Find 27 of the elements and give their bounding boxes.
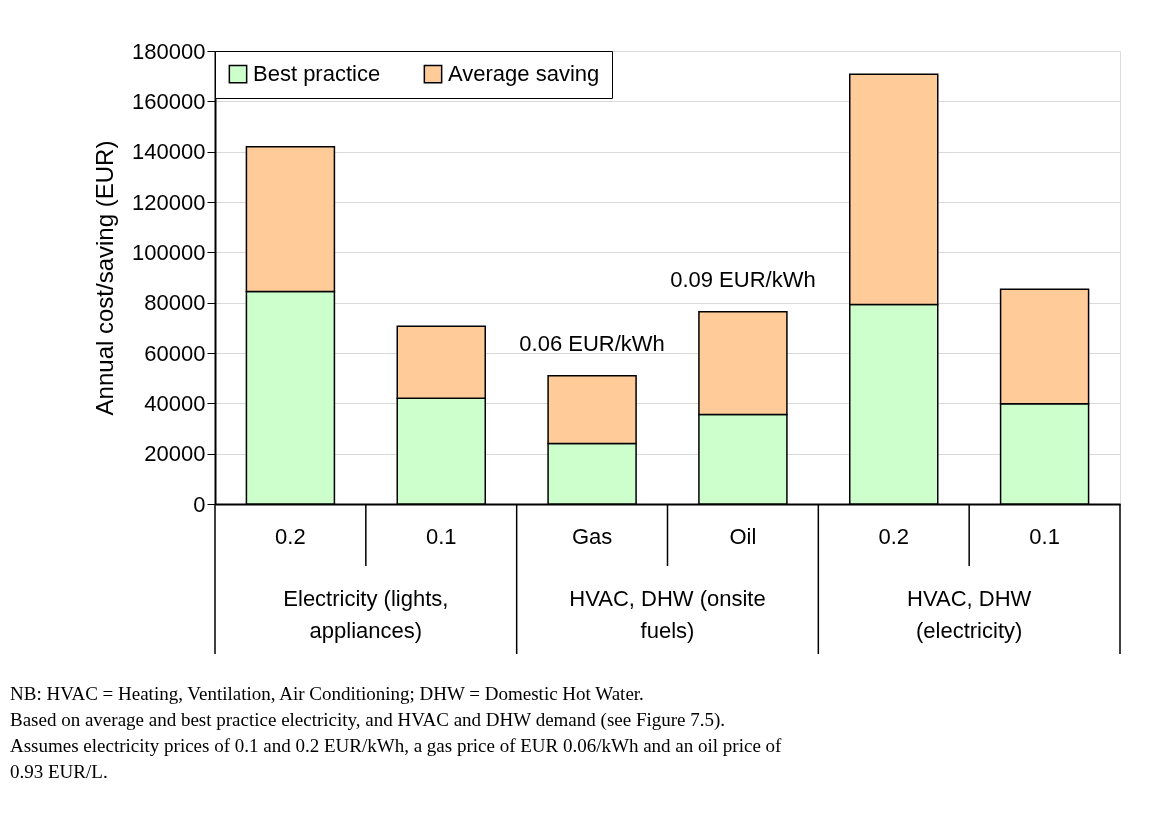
y-tick-label: 160000 (132, 88, 206, 114)
x-tick-label: 0.1 (425, 523, 457, 549)
x-tick-label: 0.2 (878, 523, 910, 549)
text: NB: HVAC = Heating, Ventilation, Air Conditioning; DHW = Domestic Hot Water. (10, 683, 644, 704)
text: Electricity (lights, appliances) (283, 586, 449, 643)
y-tick-label: 80000 (144, 290, 206, 316)
text: HVAC, DHW (onsite fuels) (569, 586, 766, 643)
y-tick-label: 180000 (132, 38, 206, 64)
y-tick-label: 140000 (132, 139, 206, 165)
legend-label: Best practice (253, 61, 381, 87)
legend-label: Average saving (448, 61, 600, 87)
y-tick-label: 40000 (144, 390, 206, 416)
y-tick-label: 100000 (132, 239, 206, 265)
y-tick-label: 60000 (144, 340, 206, 366)
annotation: 0.06 EUR/kWh (519, 330, 665, 356)
x-tick-label: Gas (571, 523, 613, 549)
x-tick-label: 0.1 (1029, 523, 1060, 549)
y-tick-label: 0 (193, 491, 206, 517)
text: HVAC, DHW (electricity) (907, 586, 1032, 643)
y-axis-title: Annual cost/saving (EUR) (91, 140, 119, 416)
x-tick-label: 0.2 (275, 523, 306, 549)
text: Assumes electricity prices of 0.1 and 0.2 EUR/kWh, a gas price of EUR 0.06/kWh and an oil price of 0.93 EUR/L. (10, 735, 783, 782)
y-tick-label: 20000 (144, 441, 206, 467)
y-tick-label: 120000 (132, 189, 206, 215)
text: Based on average and best practice electricity, and HVAC and DHW demand (see Figure 7.5). (10, 709, 726, 731)
x-tick-label: Oil (729, 523, 757, 549)
annotation: 0.09 EUR/kWh (670, 266, 816, 292)
